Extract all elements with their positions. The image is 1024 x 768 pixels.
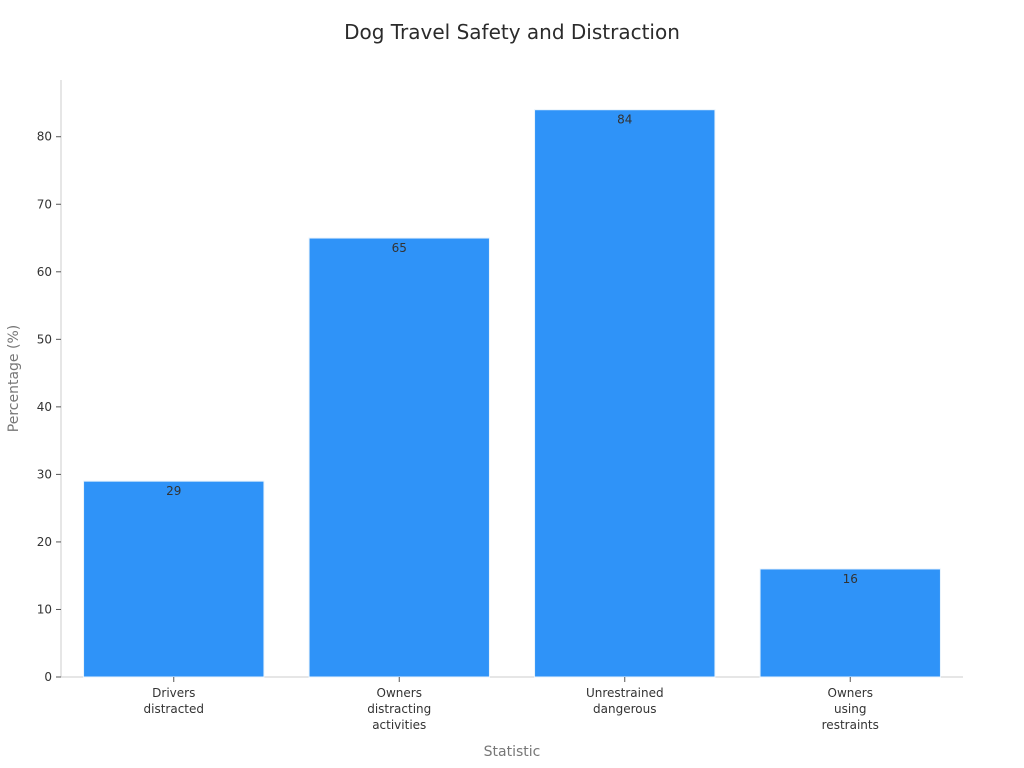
y-tick-label: 70 <box>37 197 52 211</box>
x-tick-label: Owners distracting activities <box>367 686 431 732</box>
y-tick-label: 50 <box>37 332 52 346</box>
x-tick-label-line: Drivers <box>152 686 195 700</box>
x-tick-label: Drivers distracted <box>144 686 205 716</box>
bar <box>534 109 716 678</box>
x-tick-label-line: Owners <box>828 686 873 700</box>
x-tick-label-line: dangerous <box>593 702 656 716</box>
y-tick-label: 40 <box>37 400 52 414</box>
data-label: 16 <box>843 572 858 586</box>
bar <box>759 568 941 678</box>
x-tick-label-line: Unrestrained <box>586 686 664 700</box>
y-tick-label: 30 <box>37 467 52 481</box>
y-tick-label: 20 <box>37 535 52 549</box>
x-tick-label-line: using <box>834 702 866 716</box>
y-axis-title: Percentage (%) <box>6 325 22 432</box>
chart-title: Dog Travel Safety and Distraction <box>344 20 680 44</box>
y-tick-label: 80 <box>37 130 52 144</box>
x-tick-label: Owners using restraints <box>822 686 879 732</box>
data-label: 29 <box>166 484 181 498</box>
data-label: 65 <box>392 241 407 255</box>
x-tick-label: Unrestrained dangerous <box>586 686 664 716</box>
x-tick-label-line: Owners <box>377 686 422 700</box>
y-tick-label: 0 <box>44 670 52 684</box>
bar <box>308 237 490 678</box>
x-tick-label-line: distracting <box>367 702 431 716</box>
y-tick-label: 60 <box>37 265 52 279</box>
x-tick-label-line: activities <box>372 718 426 732</box>
data-label: 84 <box>617 113 632 127</box>
y-tick-label: 10 <box>37 602 52 616</box>
x-axis-title: Statistic <box>484 744 541 760</box>
x-tick-label-line: distracted <box>144 702 205 716</box>
bar <box>83 480 265 678</box>
x-tick-label-line: restraints <box>822 718 879 732</box>
